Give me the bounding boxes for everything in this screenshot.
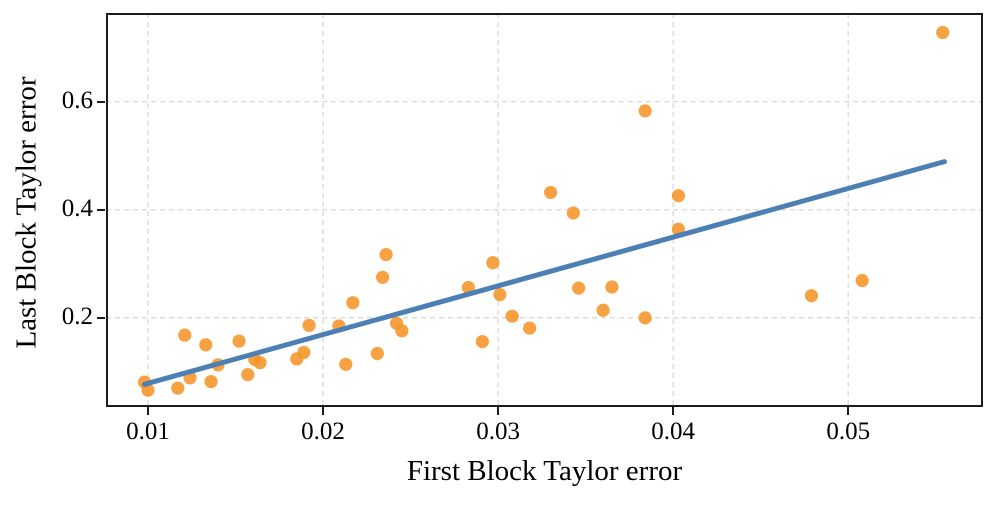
y-axis-label: Last Block Taylor error bbox=[10, 76, 43, 349]
x-tick-label: 0.01 bbox=[126, 418, 170, 445]
scatter-point bbox=[370, 346, 384, 361]
x-tick-label: 0.04 bbox=[651, 418, 696, 445]
scatter-point bbox=[804, 289, 819, 303]
scatter-point bbox=[339, 357, 353, 371]
scatter-point bbox=[544, 185, 558, 200]
scatter-point bbox=[253, 356, 267, 370]
trend-line bbox=[142, 159, 947, 387]
x-tick-label: 0.02 bbox=[301, 418, 345, 445]
scatter-point bbox=[596, 303, 610, 317]
scatter-point bbox=[346, 296, 360, 310]
scatter-point bbox=[241, 367, 255, 382]
scatter-point bbox=[638, 104, 652, 118]
scatter-plot-canvas bbox=[106, 13, 983, 407]
scatter-point bbox=[605, 280, 619, 294]
scatter-point bbox=[178, 328, 192, 342]
plot-border bbox=[106, 13, 983, 407]
scatter-point bbox=[232, 334, 246, 348]
x-tick-mark bbox=[672, 407, 675, 415]
scatter-point bbox=[493, 287, 507, 302]
y-tick-label: 0.6 bbox=[61, 86, 93, 114]
scatter-point bbox=[141, 383, 155, 397]
scatter-point bbox=[523, 321, 537, 335]
y-tick-mark bbox=[97, 100, 105, 103]
scatter-point bbox=[379, 247, 393, 262]
y-tick-mark bbox=[97, 208, 105, 211]
scatter-point bbox=[297, 345, 311, 360]
scatter-point bbox=[855, 273, 869, 288]
scatter-point bbox=[171, 381, 185, 395]
x-tick-mark bbox=[147, 407, 149, 415]
scatter-point bbox=[936, 25, 950, 40]
x-tick-mark bbox=[847, 407, 850, 415]
scatter-point bbox=[566, 206, 580, 220]
scatter-point bbox=[204, 374, 218, 389]
scatter-point bbox=[505, 309, 519, 323]
x-tick-mark bbox=[497, 407, 500, 415]
y-tick-mark bbox=[97, 316, 105, 319]
scatter-point bbox=[638, 311, 652, 325]
scatter-point bbox=[671, 189, 686, 203]
x-axis-label: First Block Taylor error bbox=[406, 455, 683, 487]
scatter-point bbox=[475, 335, 489, 349]
scatter-point bbox=[486, 256, 500, 270]
x-tick-mark bbox=[322, 407, 325, 415]
y-tick-label: 0.2 bbox=[61, 302, 93, 330]
scatter-point bbox=[199, 338, 213, 352]
x-tick-label: 0.05 bbox=[826, 418, 871, 445]
scatter-point bbox=[572, 281, 586, 295]
scatter-point bbox=[375, 270, 390, 284]
x-tick-label: 0.03 bbox=[476, 418, 520, 445]
y-tick-label: 0.4 bbox=[61, 194, 93, 222]
scatter-point bbox=[395, 324, 409, 338]
scatter-point bbox=[302, 318, 316, 332]
